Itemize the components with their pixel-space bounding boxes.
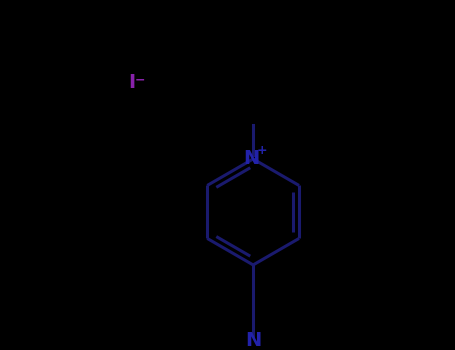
Text: I: I <box>128 72 135 92</box>
Text: +: + <box>256 144 267 157</box>
Text: N: N <box>243 149 259 168</box>
Text: −: − <box>135 74 146 87</box>
Text: N: N <box>245 331 261 350</box>
